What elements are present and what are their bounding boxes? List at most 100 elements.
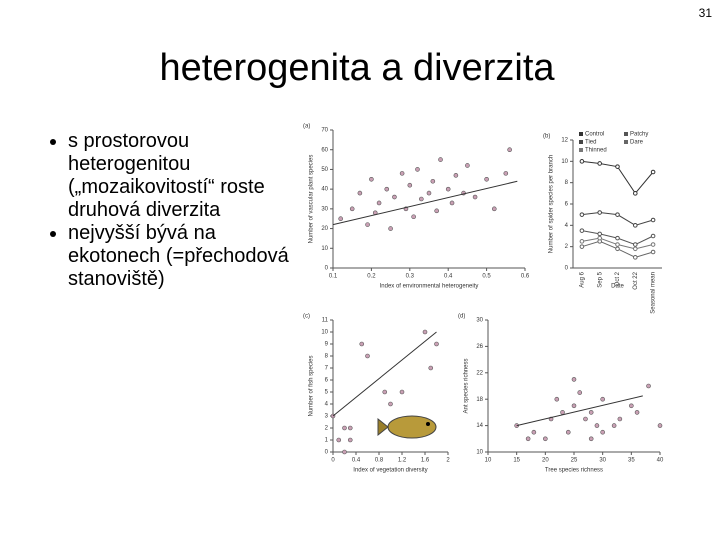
y-tick-label: 0	[565, 266, 569, 272]
point	[577, 390, 583, 395]
y-tick-label: 4	[565, 223, 569, 229]
point	[407, 182, 413, 188]
point	[419, 196, 424, 202]
point	[434, 341, 439, 347]
point	[633, 246, 638, 252]
x-tick-label: Oct 2	[615, 271, 621, 286]
y-tick-label: 30	[476, 318, 483, 324]
point	[615, 235, 620, 241]
y-axis-title: Ant species richness	[464, 358, 470, 413]
point	[392, 194, 397, 200]
point	[633, 191, 638, 196]
point	[445, 186, 451, 192]
x-axis-title: Tree species richness	[545, 468, 603, 474]
y-axis-title: Number of fish species	[309, 355, 315, 416]
y-axis-title: Number of spider species per branch	[549, 155, 555, 253]
point	[365, 222, 370, 227]
point	[646, 383, 651, 389]
x-tick-label: 0.5	[482, 274, 491, 280]
point	[571, 377, 577, 382]
point	[594, 423, 600, 428]
point	[384, 186, 390, 192]
point	[600, 429, 605, 435]
point	[382, 389, 388, 395]
point	[349, 206, 355, 212]
x-tick-label: 30	[599, 458, 606, 464]
y-tick-label: 22	[476, 370, 483, 376]
point	[369, 176, 374, 182]
legend-swatch	[579, 140, 583, 144]
x-tick-label: 0.6	[521, 274, 530, 280]
fish	[377, 415, 437, 439]
point	[600, 396, 605, 402]
y-tick-label: 5	[325, 390, 329, 396]
y-tick-label: 8	[565, 180, 569, 186]
point	[657, 423, 663, 428]
point	[650, 169, 656, 175]
point	[579, 212, 585, 217]
y-tick-label: 0	[325, 450, 329, 456]
y-tick-label: 40	[321, 187, 328, 193]
point	[629, 403, 634, 409]
point	[579, 228, 585, 233]
point	[342, 425, 347, 431]
point	[434, 208, 439, 214]
y-tick-label: 10	[561, 159, 568, 165]
x-tick-label: 10	[485, 458, 492, 464]
y-axis-title: Number of vascular plant species	[309, 155, 315, 244]
x-tick-label: 1.2	[398, 458, 407, 464]
point	[347, 437, 353, 443]
y-tick-label: 12	[561, 138, 568, 144]
point	[336, 437, 342, 443]
x-tick-label: 25	[571, 458, 578, 464]
point	[531, 429, 537, 435]
panel-label: (b)	[543, 134, 550, 140]
y-tick-label: 3	[325, 414, 329, 420]
y-tick-label: 10	[321, 330, 328, 336]
panel-label: (a)	[303, 124, 310, 130]
point	[422, 329, 428, 335]
point	[388, 226, 393, 231]
x-tick-label: 1.6	[421, 458, 430, 464]
y-tick-label: 2	[565, 244, 569, 250]
point	[411, 214, 416, 220]
y-tick-label: 70	[321, 128, 328, 134]
point	[376, 200, 382, 206]
y-tick-label: 60	[321, 147, 328, 153]
x-tick-label: 0.8	[375, 458, 384, 464]
y-tick-label: 6	[565, 202, 569, 208]
x-axis-title: Index of vegetation diversity	[353, 468, 427, 474]
y-tick-label: 6	[325, 378, 329, 384]
point	[560, 410, 565, 415]
y-tick-label: 8	[325, 354, 329, 360]
y-tick-label: 0	[325, 266, 329, 272]
x-tick-label: Aug 6	[579, 271, 585, 287]
point	[503, 171, 509, 176]
point	[399, 171, 405, 176]
point	[650, 242, 656, 247]
x-tick-label: 35	[628, 458, 635, 464]
point	[615, 246, 620, 252]
point	[583, 416, 588, 422]
point	[365, 353, 370, 359]
point	[347, 425, 353, 431]
y-tick-label: 10	[476, 450, 483, 456]
point	[634, 410, 640, 415]
point	[357, 190, 363, 196]
x-axis-title: Date	[611, 284, 624, 290]
point	[650, 249, 656, 255]
x-tick-label: Seasonal mean	[651, 272, 657, 314]
legend-label: Control	[585, 132, 604, 138]
point	[571, 403, 577, 409]
x-tick-label: Sep 5	[597, 271, 603, 287]
x-tick-label: 15	[513, 458, 520, 464]
point	[543, 436, 548, 442]
trend-line	[516, 395, 643, 427]
x-tick-label: 0	[331, 458, 335, 464]
point	[565, 429, 571, 435]
x-tick-label: 0.3	[406, 274, 415, 280]
point	[554, 396, 560, 402]
x-tick-label: 40	[657, 458, 664, 464]
x-tick-label: 0.1	[329, 274, 338, 280]
